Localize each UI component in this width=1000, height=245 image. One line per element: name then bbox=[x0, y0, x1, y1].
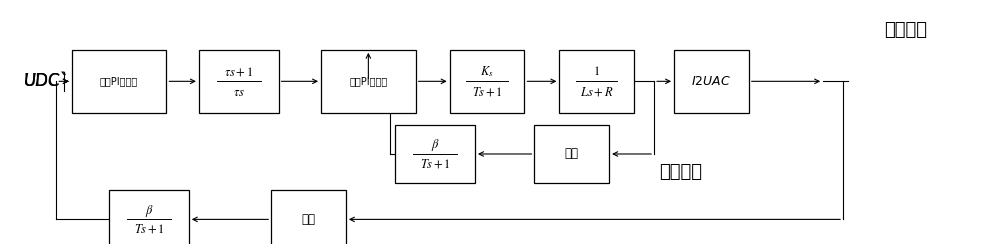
Text: 内环PI控制器: 内环PI控制器 bbox=[349, 76, 387, 86]
Text: UDC`: UDC` bbox=[23, 72, 68, 90]
Text: $Ts+1$: $Ts+1$ bbox=[420, 157, 451, 170]
Bar bbox=[534, 125, 609, 183]
Bar bbox=[271, 190, 346, 245]
Bar bbox=[450, 50, 524, 113]
Text: 滤波: 滤波 bbox=[565, 147, 579, 160]
Text: $\tau s$: $\tau s$ bbox=[233, 86, 245, 98]
Text: UDC`: UDC` bbox=[23, 72, 68, 90]
Text: 直流电压: 直流电压 bbox=[884, 22, 927, 39]
Text: 外环PI控制器: 外环PI控制器 bbox=[100, 76, 138, 86]
Text: $\beta$: $\beta$ bbox=[145, 203, 153, 219]
Text: $Ls+R$: $Ls+R$ bbox=[580, 86, 613, 98]
Text: $I2UAC$: $I2UAC$ bbox=[691, 75, 731, 88]
Text: $Ts+1$: $Ts+1$ bbox=[134, 223, 164, 236]
Bar bbox=[559, 50, 634, 113]
Text: 励磁电流: 励磁电流 bbox=[660, 163, 703, 181]
Text: $\beta$: $\beta$ bbox=[431, 137, 440, 153]
Bar bbox=[395, 125, 475, 183]
Text: $Ts+1$: $Ts+1$ bbox=[472, 86, 502, 98]
Bar bbox=[109, 190, 189, 245]
Text: 滤波: 滤波 bbox=[302, 213, 316, 226]
Text: $K_s$: $K_s$ bbox=[480, 64, 494, 79]
Bar bbox=[674, 50, 749, 113]
Bar bbox=[72, 50, 166, 113]
Bar bbox=[321, 50, 416, 113]
Text: $\tau s+1$: $\tau s+1$ bbox=[224, 65, 253, 78]
Text: $1$: $1$ bbox=[593, 65, 600, 78]
Bar bbox=[199, 50, 279, 113]
